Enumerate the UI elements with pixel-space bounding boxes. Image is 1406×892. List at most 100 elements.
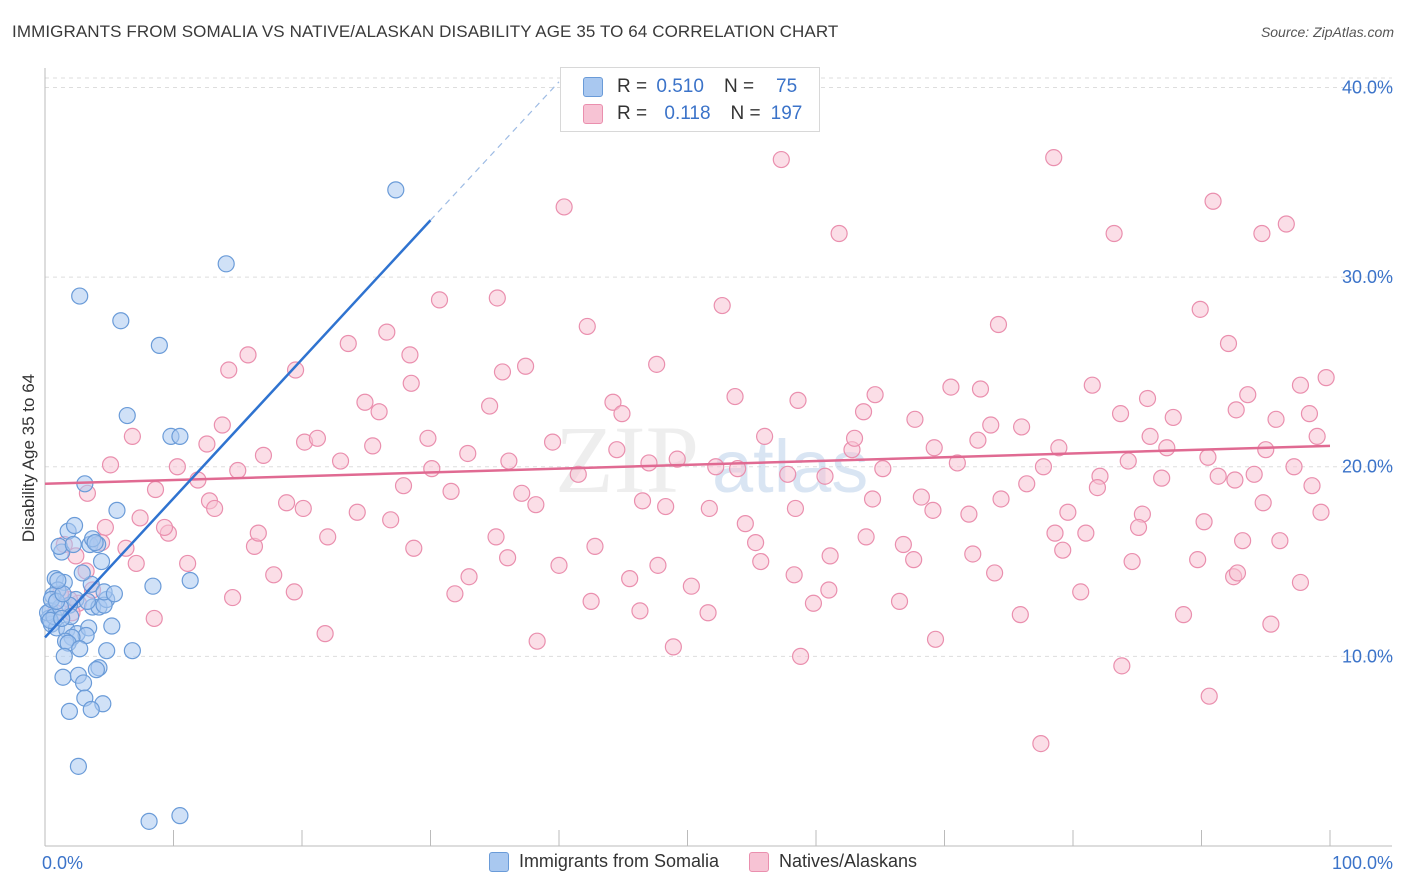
natives-point[interactable] [370, 403, 388, 421]
somalia-point[interactable] [64, 535, 82, 554]
natives-point[interactable] [348, 503, 366, 521]
somalia-point[interactable] [49, 571, 67, 590]
somalia-point[interactable] [82, 700, 100, 719]
natives-point[interactable] [1141, 427, 1159, 445]
natives-point[interactable] [682, 577, 700, 595]
natives-point[interactable] [648, 355, 666, 373]
natives-point[interactable] [1312, 503, 1330, 521]
natives-point[interactable] [1200, 687, 1218, 705]
natives-point[interactable] [402, 374, 420, 392]
somalia-point[interactable] [112, 312, 130, 330]
natives-point[interactable] [285, 583, 303, 601]
natives-point[interactable] [1088, 479, 1107, 497]
natives-point[interactable] [1209, 467, 1227, 485]
natives-point[interactable] [499, 549, 517, 567]
natives-point[interactable] [405, 539, 423, 557]
natives-point[interactable] [791, 647, 810, 665]
natives-point[interactable] [752, 552, 770, 571]
natives-point[interactable] [1138, 389, 1157, 408]
natives-point[interactable] [772, 150, 790, 169]
natives-point[interactable] [906, 410, 924, 428]
natives-point[interactable] [894, 535, 912, 554]
natives-point[interactable] [1129, 518, 1148, 537]
natives-point[interactable] [926, 630, 945, 648]
natives-point[interactable] [229, 461, 247, 480]
somalia-point[interactable] [71, 287, 89, 305]
natives-point[interactable] [971, 380, 990, 398]
somalia-point[interactable] [86, 533, 104, 552]
natives-point[interactable] [1308, 427, 1326, 445]
natives-point[interactable] [364, 437, 382, 455]
natives-point[interactable] [1045, 149, 1063, 167]
natives-point[interactable] [155, 518, 174, 537]
natives-point[interactable] [123, 427, 141, 445]
natives-point[interactable] [1059, 503, 1077, 521]
natives-point[interactable] [481, 397, 499, 415]
natives-point[interactable] [1158, 439, 1176, 457]
natives-point[interactable] [145, 609, 163, 628]
somalia-point[interactable] [105, 585, 123, 603]
natives-point[interactable] [1239, 386, 1257, 404]
natives-point[interactable] [912, 488, 930, 506]
natives-point[interactable] [423, 460, 441, 478]
somalia-point[interactable] [69, 757, 88, 775]
natives-point[interactable] [866, 386, 884, 404]
natives-point[interactable] [131, 509, 149, 527]
natives-point[interactable] [948, 454, 966, 472]
natives-point[interactable] [419, 429, 437, 447]
natives-point[interactable] [785, 566, 803, 584]
natives-point[interactable] [1300, 405, 1319, 423]
natives-point[interactable] [924, 501, 942, 519]
legend-item-somalia[interactable]: Immigrants from Somalia [488, 851, 719, 872]
somalia-point[interactable] [65, 516, 84, 535]
natives-point[interactable] [964, 545, 982, 563]
natives-point[interactable] [982, 416, 1000, 434]
somalia-point[interactable] [50, 537, 68, 555]
natives-point[interactable] [213, 416, 231, 434]
natives-point[interactable] [657, 497, 675, 516]
natives-point[interactable] [960, 505, 978, 523]
natives-point[interactable] [569, 465, 587, 483]
natives-point[interactable] [277, 494, 296, 512]
natives-point[interactable] [700, 499, 718, 518]
natives-point[interactable] [1083, 376, 1101, 394]
natives-point[interactable] [442, 482, 460, 500]
natives-point[interactable] [319, 528, 337, 546]
natives-point[interactable] [1199, 448, 1217, 466]
natives-point[interactable] [1105, 224, 1123, 243]
natives-point[interactable] [1119, 452, 1137, 470]
natives-point[interactable] [668, 450, 686, 468]
natives-point[interactable] [1262, 615, 1280, 633]
natives-point[interactable] [747, 533, 765, 552]
natives-point[interactable] [206, 499, 224, 518]
natives-point[interactable] [755, 427, 774, 445]
natives-point[interactable] [1050, 439, 1068, 457]
natives-point[interactable] [516, 357, 535, 375]
natives-point[interactable] [220, 361, 238, 379]
somalia-point[interactable] [144, 577, 162, 595]
natives-point[interactable] [1226, 471, 1244, 489]
natives-point[interactable] [1291, 573, 1310, 592]
natives-point[interactable] [925, 439, 943, 457]
natives-point[interactable] [1034, 458, 1053, 476]
natives-point[interactable] [294, 499, 312, 518]
natives-point[interactable] [942, 378, 960, 396]
natives-point[interactable] [863, 490, 882, 508]
natives-point[interactable] [707, 458, 725, 476]
natives-point[interactable] [1018, 475, 1036, 493]
natives-point[interactable] [621, 570, 639, 588]
natives-point[interactable] [168, 458, 186, 476]
natives-point[interactable] [1271, 532, 1289, 550]
somalia-point[interactable] [387, 181, 405, 199]
natives-point[interactable] [1195, 513, 1213, 531]
natives-point[interactable] [1234, 532, 1252, 550]
natives-point[interactable] [613, 405, 631, 423]
natives-point[interactable] [816, 467, 834, 485]
natives-point[interactable] [254, 446, 273, 464]
natives-point[interactable] [1054, 541, 1072, 559]
somalia-point[interactable] [118, 406, 136, 425]
natives-point[interactable] [1303, 477, 1321, 495]
natives-point[interactable] [528, 632, 546, 650]
natives-point[interactable] [239, 346, 257, 364]
somalia-point[interactable] [60, 702, 79, 720]
